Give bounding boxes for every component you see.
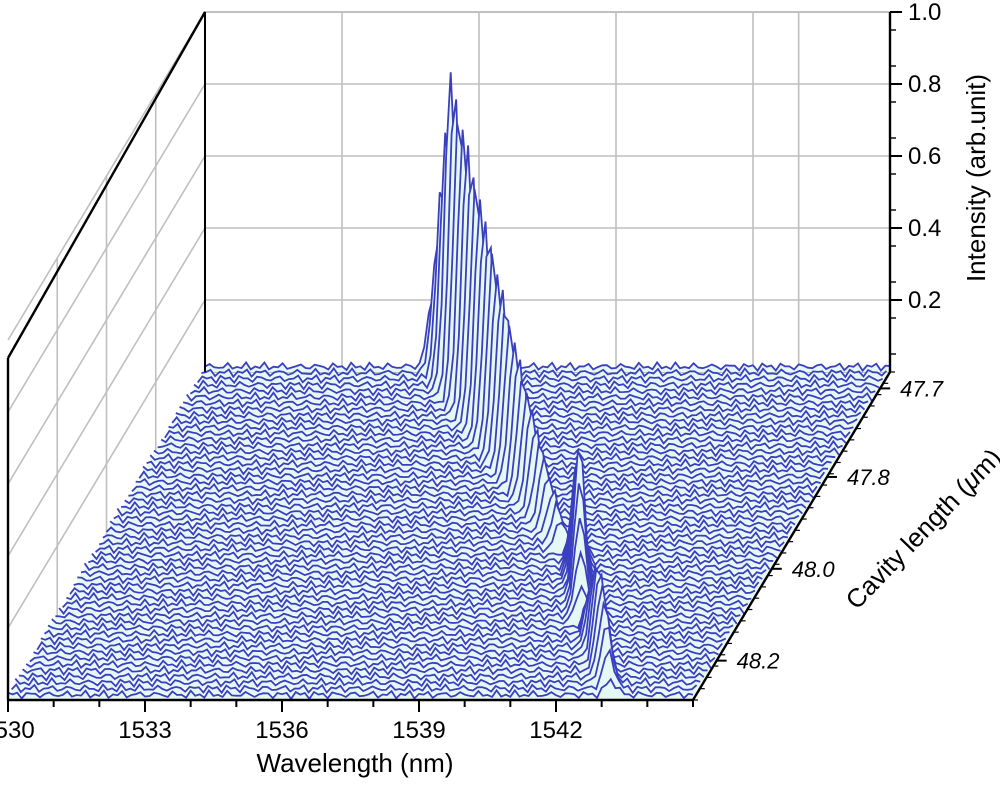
trace-line	[25, 571, 712, 671]
trace-line	[135, 342, 821, 488]
trace-line	[204, 293, 891, 373]
trace-line	[138, 325, 826, 482]
x-tick-label: 1530	[0, 717, 35, 744]
trace-line	[98, 499, 785, 549]
trace-line	[116, 427, 803, 519]
trace-fill	[186, 99, 872, 403]
trace-line	[109, 456, 796, 531]
axes: 1530 1533 1536 1539 1542 47.7 47.8 48.0 48.2 0.2 0…	[0, 0, 944, 744]
trace-line	[66, 450, 752, 604]
z-tick-label: 0.8	[908, 71, 941, 98]
depth-tick-label: 48.2	[737, 649, 780, 674]
trace-line	[121, 409, 807, 513]
trace-fill	[201, 236, 887, 379]
trace-fill	[37, 573, 723, 652]
trace-line	[105, 476, 793, 537]
trace-line	[47, 612, 734, 634]
trace-fill	[205, 296, 890, 372]
trace-line	[189, 72, 876, 397]
trace-line	[146, 289, 832, 470]
trace-line	[7, 677, 694, 701]
spectrum-traces	[7, 72, 891, 701]
trace-line	[102, 488, 789, 543]
trace-line	[77, 455, 763, 585]
x-tick-label: 1533	[118, 717, 171, 744]
trace-fill	[8, 679, 693, 700]
trace-line	[83, 471, 771, 573]
trace-line	[73, 460, 760, 592]
x-tick-label: 1539	[392, 717, 445, 744]
trace-line	[124, 392, 810, 507]
trace-line	[55, 549, 741, 622]
back-wall-frame	[204, 11, 891, 373]
trace-fill	[99, 502, 785, 549]
x-tick-label: 1542	[529, 717, 582, 744]
trace-fill	[91, 505, 777, 561]
z-axis-title: Intensity (arb.unit)	[961, 74, 991, 282]
trace-line	[10, 647, 698, 695]
z-tick-label: 1.0	[908, 0, 941, 26]
left-wall-grid	[7, 11, 206, 629]
trace-line	[196, 191, 884, 385]
z-tick-label: 0.2	[908, 287, 941, 314]
trace-line	[131, 359, 818, 494]
trace-fill	[150, 274, 836, 464]
depth-tick-label: 48.0	[792, 557, 836, 582]
trace-line	[142, 312, 829, 476]
trace-line	[193, 132, 880, 391]
trace-line	[69, 477, 756, 598]
top-left-diagonal	[6, 11, 207, 359]
trace-fill	[48, 613, 734, 634]
back-wall-grid	[204, 11, 891, 373]
trace-line	[14, 626, 701, 689]
trace-line	[113, 441, 800, 525]
trace-line	[43, 597, 730, 640]
trace-line	[80, 459, 767, 579]
trace-line	[22, 584, 708, 677]
trace-line	[149, 274, 836, 464]
trace-line	[18, 600, 705, 683]
z-tick-label: 0.4	[908, 215, 941, 242]
trace-line	[58, 517, 745, 616]
trace-fill	[197, 192, 883, 385]
trace-fill	[11, 650, 697, 694]
trace-line	[128, 380, 814, 500]
trace-line	[62, 483, 749, 610]
trace-fill	[194, 132, 880, 391]
trace-fill	[51, 586, 737, 628]
trace-fill	[106, 478, 792, 536]
x-tick-label: 1536	[255, 717, 308, 744]
trace-line	[88, 484, 774, 567]
z-tick-label: 0.6	[908, 143, 941, 170]
trace-line	[95, 521, 781, 555]
depth-axis-line	[691, 371, 892, 701]
trace-fill	[190, 72, 876, 397]
trace-line	[201, 236, 888, 379]
x-axis-title: Wavelength (nm)	[257, 748, 454, 778]
depth-tick-label: 47.8	[847, 465, 891, 490]
trace-line	[91, 503, 778, 561]
depth-tick-label: 47.7	[900, 376, 944, 401]
trace-line	[51, 584, 738, 628]
trace-line	[186, 99, 873, 403]
trace-line	[182, 123, 869, 409]
